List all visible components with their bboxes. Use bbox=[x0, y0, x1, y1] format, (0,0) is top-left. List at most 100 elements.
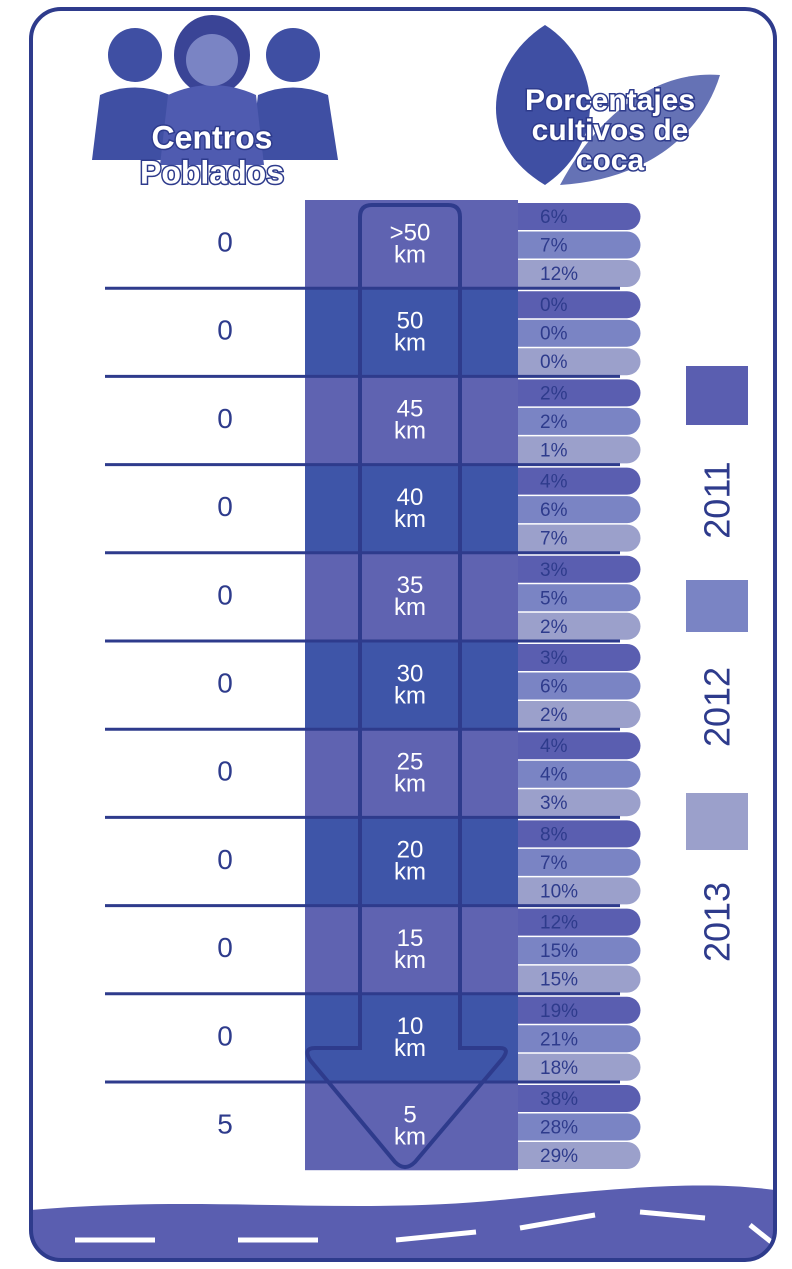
coca-label: coca bbox=[576, 144, 645, 177]
percentage-bar bbox=[518, 1142, 641, 1169]
legend-swatch bbox=[686, 366, 748, 425]
legend-swatch bbox=[686, 793, 748, 850]
percentage-label: 0% bbox=[540, 295, 568, 316]
distance-label: km bbox=[394, 594, 426, 621]
legend-year: 2012 bbox=[697, 667, 738, 747]
percentage-bar bbox=[518, 203, 641, 230]
percentage-bar bbox=[518, 232, 641, 259]
percentage-label: 12% bbox=[540, 913, 578, 934]
percentage-bar bbox=[518, 1025, 641, 1052]
percentage-bar bbox=[518, 937, 641, 964]
percentage-bar bbox=[518, 496, 641, 523]
coca-label: Porcentajes bbox=[525, 84, 695, 117]
percentage-bar bbox=[518, 1114, 641, 1141]
distance-label: km bbox=[394, 859, 426, 886]
centros-value: 0 bbox=[217, 667, 233, 698]
percentage-label: 2% bbox=[540, 412, 568, 433]
percentage-bar bbox=[518, 761, 641, 788]
distance-label: km bbox=[394, 330, 426, 357]
legend-swatch bbox=[686, 580, 748, 632]
percentage-label: 4% bbox=[540, 765, 568, 786]
percentage-label: 1% bbox=[540, 440, 568, 461]
centros-value: 0 bbox=[217, 226, 233, 257]
percentage-label: 15% bbox=[540, 970, 578, 991]
percentage-bar bbox=[518, 556, 641, 583]
distance-label: km bbox=[394, 947, 426, 974]
percentage-label: 7% bbox=[540, 529, 568, 550]
percentage-label: 10% bbox=[540, 881, 578, 902]
centros-value: 5 bbox=[217, 1108, 233, 1139]
centros-value: 0 bbox=[217, 315, 233, 346]
percentage-label: 0% bbox=[540, 352, 568, 373]
legend-year: 2011 bbox=[697, 461, 738, 538]
centros-value: 0 bbox=[217, 579, 233, 610]
percentage-label: 5% bbox=[540, 588, 568, 609]
percentage-bar bbox=[518, 849, 641, 876]
percentage-label: 8% bbox=[540, 824, 568, 845]
percentage-bar bbox=[518, 732, 641, 759]
centros-value: 0 bbox=[217, 932, 233, 963]
percentage-label: 3% bbox=[540, 560, 568, 581]
percentage-label: 2% bbox=[540, 383, 568, 404]
people-label: Poblados bbox=[140, 154, 284, 190]
percentage-label: 2% bbox=[540, 705, 568, 726]
percentage-bar bbox=[518, 525, 641, 552]
percentage-bar bbox=[518, 909, 641, 936]
percentage-bar bbox=[518, 1054, 641, 1081]
percentage-bar bbox=[518, 966, 641, 993]
percentage-bar bbox=[518, 436, 641, 463]
distance-label: km bbox=[394, 771, 426, 798]
percentage-label: 0% bbox=[540, 324, 568, 345]
percentage-label: 3% bbox=[540, 648, 568, 669]
distance-label: km bbox=[394, 682, 426, 709]
percentage-bar bbox=[518, 408, 640, 435]
percentage-label: 18% bbox=[540, 1058, 578, 1079]
percentage-label: 29% bbox=[540, 1146, 578, 1167]
percentage-label: 38% bbox=[540, 1089, 578, 1110]
percentage-bar bbox=[518, 468, 641, 495]
percentage-label: 6% bbox=[540, 500, 568, 521]
centros-value: 0 bbox=[217, 403, 233, 434]
percentage-label: 7% bbox=[540, 853, 568, 874]
percentage-bar bbox=[518, 291, 641, 318]
percentage-bar bbox=[518, 644, 641, 671]
infographic: Centros Poblados Porcentajes cultivos de… bbox=[0, 0, 792, 1269]
percentage-bar bbox=[518, 320, 641, 347]
distance-label: km bbox=[394, 1123, 426, 1150]
percentage-bar bbox=[518, 1085, 641, 1112]
centros-value: 0 bbox=[217, 756, 233, 787]
distance-label: km bbox=[394, 1035, 426, 1062]
centros-value: 0 bbox=[217, 844, 233, 875]
percentage-bar bbox=[518, 789, 641, 816]
centros-value: 0 bbox=[217, 1020, 233, 1051]
percentage-bar bbox=[518, 701, 641, 728]
percentage-bar bbox=[518, 820, 641, 847]
percentage-label: 21% bbox=[540, 1029, 578, 1050]
percentage-label: 4% bbox=[540, 472, 568, 493]
percentage-label: 15% bbox=[540, 941, 578, 962]
percentage-bar bbox=[518, 877, 641, 904]
percentage-label: 7% bbox=[540, 236, 568, 257]
distance-label: km bbox=[394, 506, 426, 533]
percentage-label: 28% bbox=[540, 1118, 578, 1139]
percentage-bar bbox=[518, 379, 641, 406]
distance-label: km bbox=[394, 418, 426, 445]
percentage-label: 19% bbox=[540, 1001, 578, 1022]
distance-label: km bbox=[394, 241, 426, 268]
coca-label: cultivos de bbox=[532, 114, 689, 147]
percentage-label: 2% bbox=[540, 617, 568, 638]
legend-year: 2013 bbox=[697, 882, 738, 962]
percentage-bar bbox=[518, 260, 641, 287]
percentage-label: 12% bbox=[540, 264, 578, 285]
percentage-label: 6% bbox=[540, 207, 568, 228]
percentage-bar bbox=[518, 997, 641, 1024]
percentage-bar bbox=[518, 613, 641, 640]
percentage-bar bbox=[518, 348, 641, 375]
percentage-label: 6% bbox=[540, 677, 568, 698]
people-label: Centros bbox=[152, 119, 273, 155]
percentage-bar bbox=[518, 584, 641, 611]
percentage-bar bbox=[518, 673, 641, 700]
centros-value: 0 bbox=[217, 491, 233, 522]
percentage-label: 3% bbox=[540, 793, 568, 814]
percentage-label: 4% bbox=[540, 736, 568, 757]
